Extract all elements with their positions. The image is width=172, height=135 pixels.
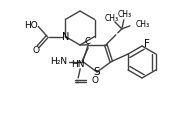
Text: CH₃: CH₃ bbox=[118, 10, 132, 19]
Text: C: C bbox=[84, 37, 90, 46]
Text: CH₃: CH₃ bbox=[105, 14, 119, 23]
Text: HN: HN bbox=[71, 60, 85, 69]
Text: HO: HO bbox=[24, 21, 38, 30]
Text: CH₃: CH₃ bbox=[136, 20, 150, 29]
Text: H₂N: H₂N bbox=[50, 57, 67, 66]
Text: F: F bbox=[144, 39, 150, 49]
Text: O: O bbox=[33, 46, 40, 55]
Text: S: S bbox=[94, 67, 100, 77]
Text: N: N bbox=[62, 31, 69, 41]
Text: O: O bbox=[91, 76, 98, 85]
